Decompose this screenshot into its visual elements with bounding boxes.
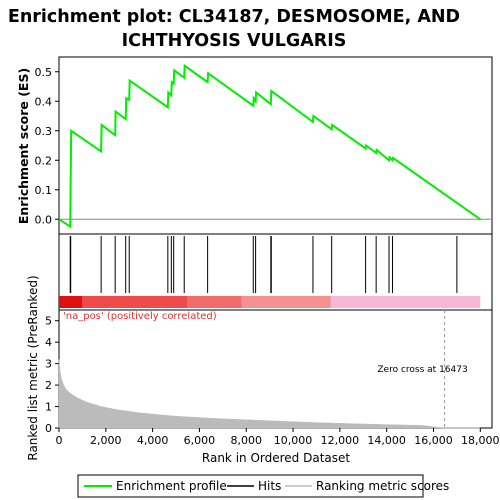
x-axis-label: Rank in Ordered Dataset — [202, 451, 350, 465]
rank-y-axis-label: Ranked list metric (PreRanked) — [26, 275, 40, 460]
rank-y-tick-label: 5 — [45, 315, 52, 328]
x-tick-label: 16,000 — [414, 434, 453, 447]
es-y-tick-label: 0.1 — [35, 184, 53, 197]
es-y-tick-label: 0.5 — [35, 66, 53, 79]
es-y-tick-label: 0.2 — [35, 154, 53, 167]
es-y-axis-label: Enrichment score (ES) — [16, 68, 31, 224]
enrichment-profile-line — [58, 63, 481, 229]
rank-color-segment — [330, 296, 481, 308]
x-tick-label: 18,000 — [461, 434, 500, 447]
rank-y-tick-label: 2 — [45, 379, 52, 392]
es-panel-frame — [58, 56, 493, 235]
es-y-tick-label: 0.0 — [35, 213, 53, 226]
legend-ranking-label: Ranking metric scores — [316, 479, 449, 493]
x-tick-label: 6,000 — [184, 434, 216, 447]
rank-color-segment — [82, 296, 188, 308]
rank-y-tick-label: 0 — [45, 422, 52, 435]
x-tick-label: 0 — [56, 434, 63, 447]
rank-y-tick-label: 3 — [45, 358, 52, 371]
chart-title-line2: ICHTHYOSIS VULGARIS — [122, 31, 347, 51]
legend-hits-label: Hits — [258, 479, 281, 493]
legend-enrichment-label: Enrichment profile — [116, 479, 227, 493]
rank-color-segment — [241, 296, 331, 308]
legend: Enrichment profile Hits Ranking metric s… — [77, 474, 449, 498]
zero-cross-label: Zero cross at 16473 — [377, 365, 467, 375]
es-y-axis: 0.0 0.1 0.2 0.3 0.4 0.5 — [35, 66, 59, 226]
rank-color-segment — [59, 296, 83, 308]
positive-correlation-label: 'na_pos' (positively correlated) — [63, 311, 217, 322]
chart-title-line1: Enrichment plot: CL34187, DESMOSOME, AND — [8, 7, 460, 27]
x-tick-label: 14,000 — [367, 434, 406, 447]
x-tick-label: 12,000 — [321, 434, 360, 447]
es-y-tick-label: 0.3 — [35, 125, 53, 138]
x-tick-label: 10,000 — [274, 434, 313, 447]
rank-color-bar — [59, 296, 481, 308]
x-tick-label: 2,000 — [90, 434, 122, 447]
hit-markers — [69, 236, 458, 293]
x-axis: 0 2,000 4,000 6,000 8,000 10,000 12,000 14,000 1… — [56, 428, 500, 447]
x-tick-label: 8,000 — [230, 434, 262, 447]
rank-y-axis: 0 1 2 3 4 5 — [45, 315, 59, 435]
rank-color-segment — [187, 296, 242, 308]
rank-y-tick-label: 4 — [45, 336, 52, 349]
ranking-metric-area — [58, 359, 481, 429]
es-y-tick-label: 0.4 — [35, 95, 53, 108]
x-tick-label: 4,000 — [137, 434, 169, 447]
rank-y-tick-label: 1 — [45, 401, 52, 414]
